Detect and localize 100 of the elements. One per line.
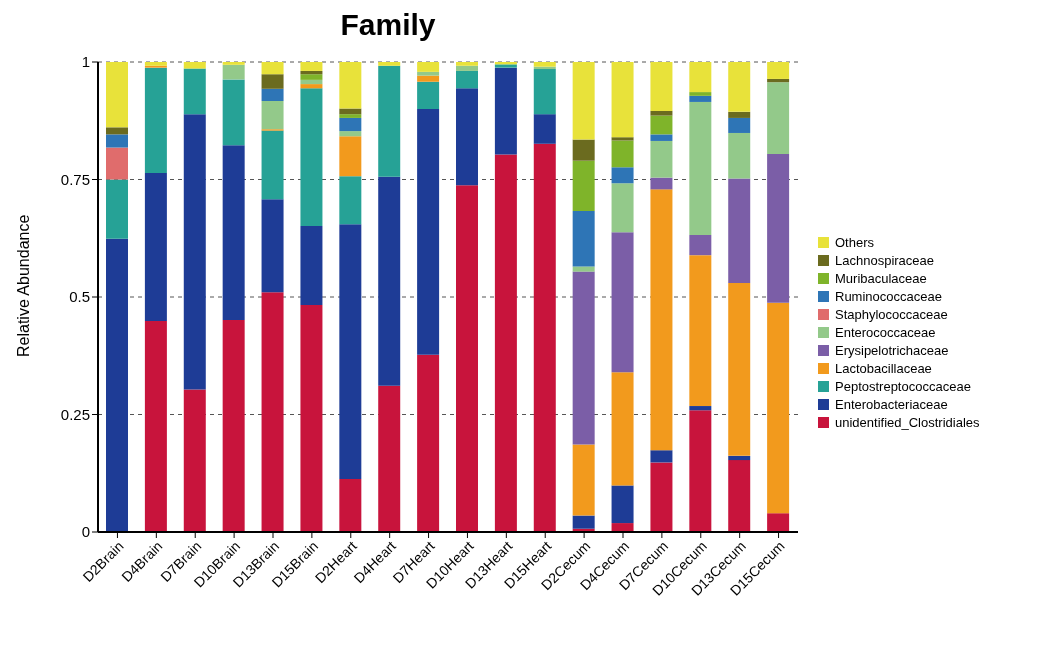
bar [261, 74, 284, 89]
y-tick-label: 0.25 [60, 405, 90, 423]
legend-label: Muribaculaceae [835, 270, 927, 286]
bar [572, 160, 595, 211]
bar [689, 234, 712, 256]
bar [183, 389, 206, 532]
bar [222, 145, 245, 321]
bar [417, 354, 440, 532]
bar [106, 147, 128, 180]
bar [417, 75, 440, 82]
bar [728, 282, 751, 456]
bar [417, 109, 440, 355]
bar [611, 485, 634, 524]
bar [339, 478, 362, 532]
bar [650, 62, 673, 111]
legend-label: unidentified_Clostridiales [835, 414, 980, 430]
bar [261, 88, 284, 102]
bar [144, 67, 167, 173]
bar [728, 117, 751, 133]
bar [689, 101, 712, 235]
bar [689, 92, 712, 96]
bar [611, 523, 634, 532]
bar [378, 62, 401, 66]
bar [300, 62, 323, 71]
bar [144, 172, 167, 321]
bar [767, 513, 790, 532]
bar [728, 132, 751, 179]
bar [533, 114, 556, 144]
bar [767, 154, 790, 303]
bar [183, 114, 206, 390]
legend-label: Others [835, 234, 875, 250]
bar [339, 176, 362, 225]
bar [106, 127, 128, 135]
legend-label: Ruminococcaceae [835, 288, 942, 304]
bar [494, 154, 517, 532]
bar [300, 79, 323, 85]
bar [650, 177, 673, 190]
bar [572, 139, 595, 161]
y-axis-title: Relative Abundance [14, 214, 32, 357]
bar [650, 140, 673, 178]
legend-label: Staphylococcaceae [835, 306, 948, 322]
legend-label: Peptostreptococcaceae [835, 378, 971, 394]
bar [533, 62, 556, 67]
bar [339, 131, 362, 137]
bar [650, 462, 673, 532]
legend-label: Erysipelotrichaceae [835, 342, 949, 358]
bar [689, 95, 712, 102]
legend-label: Lachnospiraceae [835, 252, 935, 268]
bar [611, 372, 634, 486]
chart-title: Family [339, 8, 437, 42]
legend-label: Lactobacillaceae [835, 360, 932, 376]
bar [222, 320, 245, 532]
bar [261, 101, 284, 130]
y-tick-label: 0.5 [69, 288, 90, 306]
bar [106, 238, 128, 532]
bar [533, 69, 556, 115]
y-tick-label: 1 [81, 53, 90, 71]
bar [378, 385, 401, 532]
bar [183, 68, 206, 115]
bar [339, 136, 362, 177]
bar [417, 81, 440, 109]
bar [300, 74, 323, 80]
bar [339, 224, 362, 479]
bar [222, 79, 245, 146]
bar [572, 444, 595, 516]
bar [767, 302, 790, 514]
bar [572, 266, 595, 272]
bar [650, 110, 673, 116]
bar [728, 178, 751, 283]
bar [183, 62, 206, 69]
bar [767, 82, 790, 155]
bar [689, 255, 712, 407]
bar [611, 167, 634, 184]
bar [300, 84, 323, 89]
bar [300, 304, 323, 532]
bar [572, 515, 595, 529]
legend-label: Enterococcaceae [835, 324, 936, 340]
bar [456, 65, 478, 71]
y-tick-label: 0.75 [60, 170, 90, 188]
bar [222, 64, 245, 80]
bar [767, 62, 790, 79]
bar [572, 62, 595, 140]
bar [106, 62, 128, 128]
bar [611, 140, 634, 168]
bar [611, 62, 634, 138]
bar [728, 111, 751, 118]
bar [767, 78, 790, 83]
bar [300, 70, 323, 75]
y-tick-label: 0 [81, 523, 90, 541]
bar [417, 62, 440, 72]
bar [611, 183, 634, 233]
bar [417, 71, 440, 76]
bar [572, 210, 595, 267]
bar [261, 292, 284, 532]
bar [689, 410, 712, 532]
bar [572, 271, 595, 445]
bar [339, 62, 362, 109]
bar [456, 62, 478, 66]
bar [339, 117, 362, 132]
bar [300, 88, 323, 227]
